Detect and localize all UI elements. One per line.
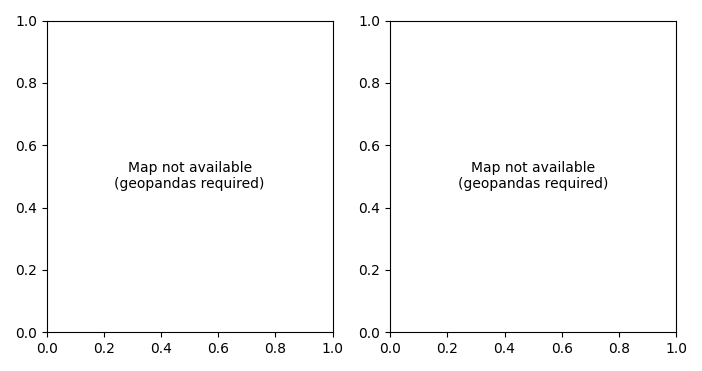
Text: Map not available
(geopandas required): Map not available (geopandas required) [458, 161, 609, 191]
Text: Map not available
(geopandas required): Map not available (geopandas required) [114, 161, 265, 191]
